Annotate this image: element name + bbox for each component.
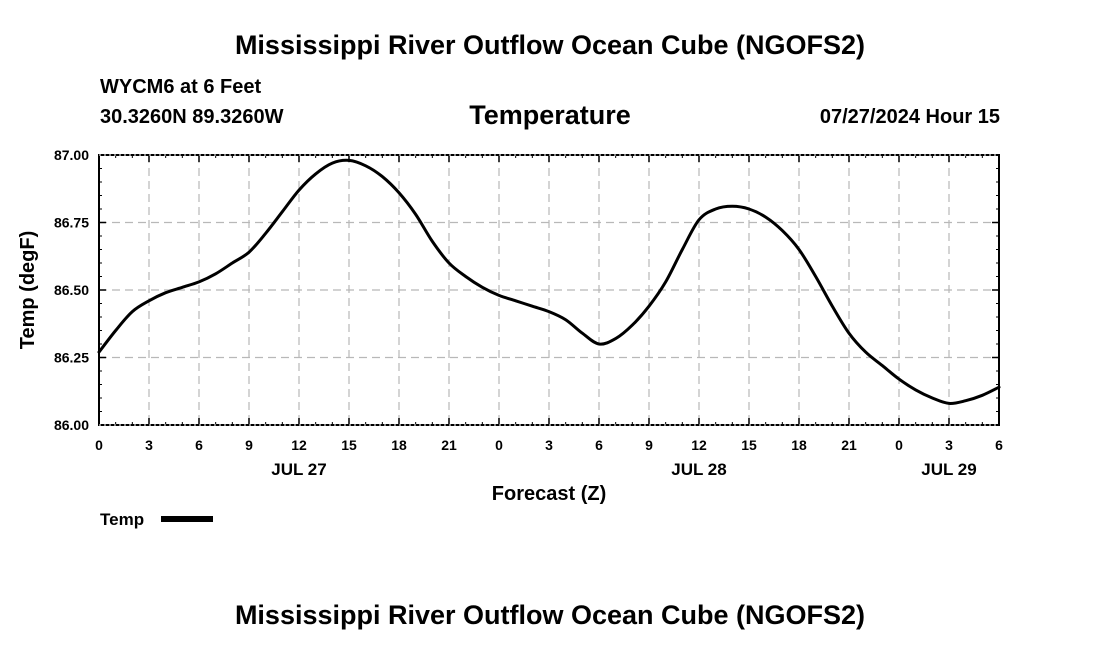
y-tick-labels: 86.00 86.25 86.50 86.75 87.00 bbox=[54, 147, 89, 433]
x-tick-label: 6 bbox=[995, 437, 1003, 453]
x-tick-label: 0 bbox=[895, 437, 903, 453]
x-axis-label: Forecast (Z) bbox=[492, 483, 606, 505]
x-tick-label: 12 bbox=[291, 437, 307, 453]
date-label: JUL 27 bbox=[271, 460, 326, 479]
x-tick-label: 6 bbox=[595, 437, 603, 453]
x-tick-label: 0 bbox=[95, 437, 103, 453]
x-tick-label: 3 bbox=[145, 437, 153, 453]
x-tick-label: 21 bbox=[841, 437, 857, 453]
legend-swatch bbox=[161, 516, 213, 522]
station-coordinates: 30.3260N 89.3260W bbox=[100, 106, 284, 128]
footer-title: Mississippi River Outflow Ocean Cube (NG… bbox=[234, 600, 866, 630]
y-tick-label: 87.00 bbox=[54, 147, 89, 163]
x-tick-label: 9 bbox=[245, 437, 253, 453]
axis-ticks bbox=[98, 154, 1000, 426]
grid-lines bbox=[99, 155, 999, 425]
series-line-temp bbox=[97, 158, 1001, 405]
legend-label: Temp bbox=[100, 510, 144, 529]
x-tick-label: 21 bbox=[441, 437, 457, 453]
x-tick-label: 9 bbox=[645, 437, 653, 453]
x-tick-label: 15 bbox=[341, 437, 357, 453]
y-tick-label: 86.00 bbox=[54, 417, 89, 433]
x-tick-label: 3 bbox=[945, 437, 953, 453]
y-axis-label: Temp (degF) bbox=[17, 231, 39, 350]
forecast-datetime: 07/27/2024 Hour 15 bbox=[819, 106, 1000, 128]
x-tick-label: 0 bbox=[495, 437, 503, 453]
x-tick-label: 3 bbox=[545, 437, 553, 453]
date-label: JUL 29 bbox=[921, 460, 976, 479]
legend: Temp bbox=[100, 510, 213, 529]
date-labels: JUL 27 JUL 28 JUL 29 bbox=[271, 460, 976, 479]
x-tick-label: 6 bbox=[195, 437, 203, 453]
x-tick-label: 12 bbox=[691, 437, 707, 453]
station-label: WYCM6 at 6 Feet bbox=[100, 76, 262, 98]
x-tick-label: 18 bbox=[791, 437, 807, 453]
date-label: JUL 28 bbox=[671, 460, 726, 479]
page-title: Mississippi River Outflow Ocean Cube (NG… bbox=[234, 30, 866, 60]
x-tick-label: 18 bbox=[391, 437, 407, 453]
x-tick-labels: 0 3 6 9 12 15 18 21 0 3 6 9 12 15 18 21 0 3 6 bbox=[95, 437, 1003, 453]
y-tick-label: 86.50 bbox=[54, 282, 89, 298]
y-tick-label: 86.25 bbox=[54, 350, 89, 366]
chart-title: Temperature bbox=[469, 100, 631, 130]
y-tick-label: 86.75 bbox=[54, 215, 89, 231]
x-tick-label: 15 bbox=[741, 437, 757, 453]
